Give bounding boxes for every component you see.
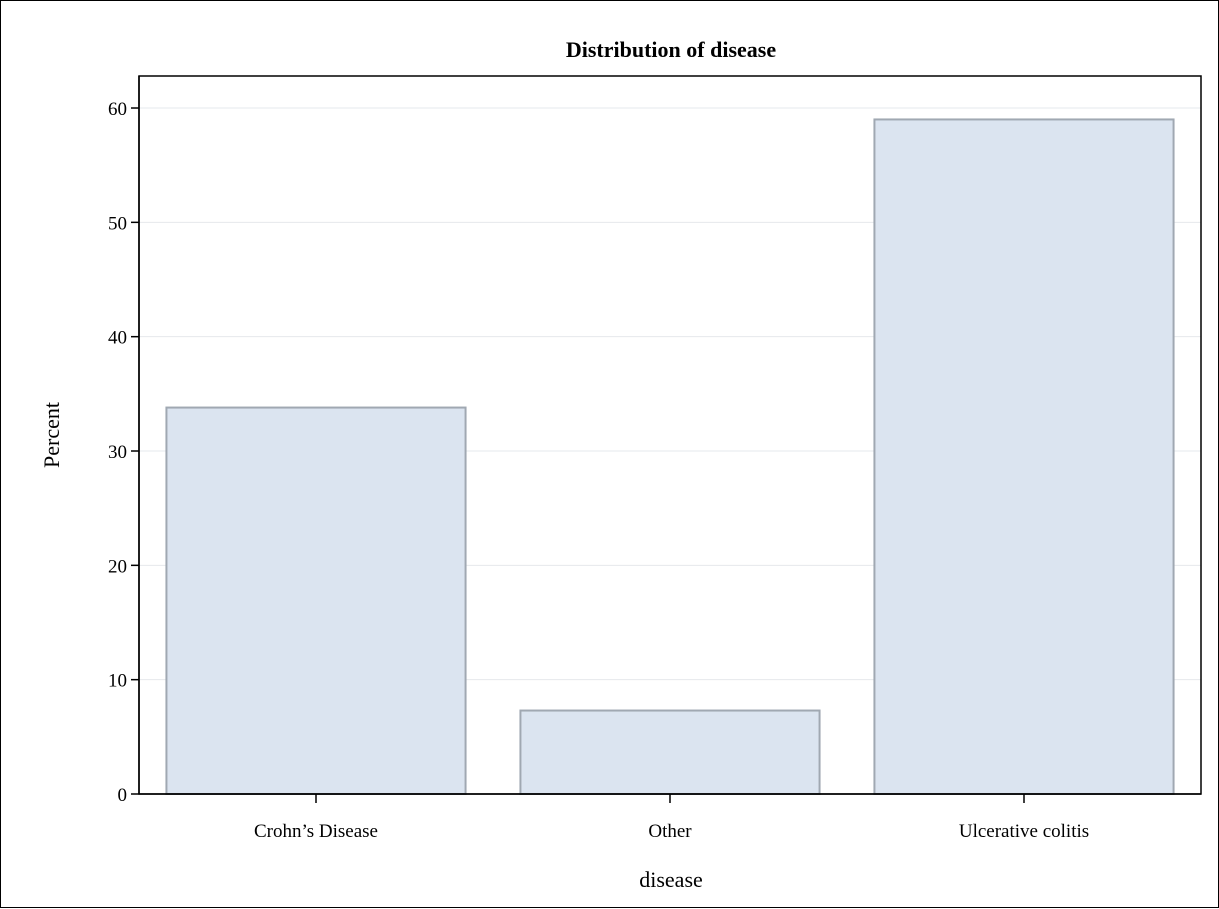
- x-tick-label: Other: [648, 821, 692, 842]
- y-tick-label: 60: [108, 99, 127, 120]
- y-tick-label: 20: [108, 556, 127, 577]
- y-tick-label: 40: [108, 328, 127, 349]
- y-tick-label: 30: [108, 442, 127, 463]
- x-axis-label: disease: [639, 867, 703, 892]
- x-tick-label: Ulcerative colitis: [959, 821, 1089, 842]
- y-axis-label: Percent: [39, 402, 64, 468]
- bar: [165, 406, 467, 795]
- y-tick-label: 0: [118, 785, 128, 806]
- y-tick-label: 50: [108, 213, 127, 234]
- x-tick-label: Crohn’s Disease: [254, 821, 378, 842]
- y-tick-label: 10: [108, 671, 127, 692]
- axes: [131, 75, 1202, 803]
- bar: [519, 709, 821, 795]
- bar: [873, 118, 1175, 795]
- bars: [165, 118, 1175, 795]
- chart-title: Distribution of disease: [566, 37, 776, 62]
- tick-labels: 0 10 20 30 40 50 60 Crohn’s Disease Other Ulcerat…: [108, 99, 1089, 842]
